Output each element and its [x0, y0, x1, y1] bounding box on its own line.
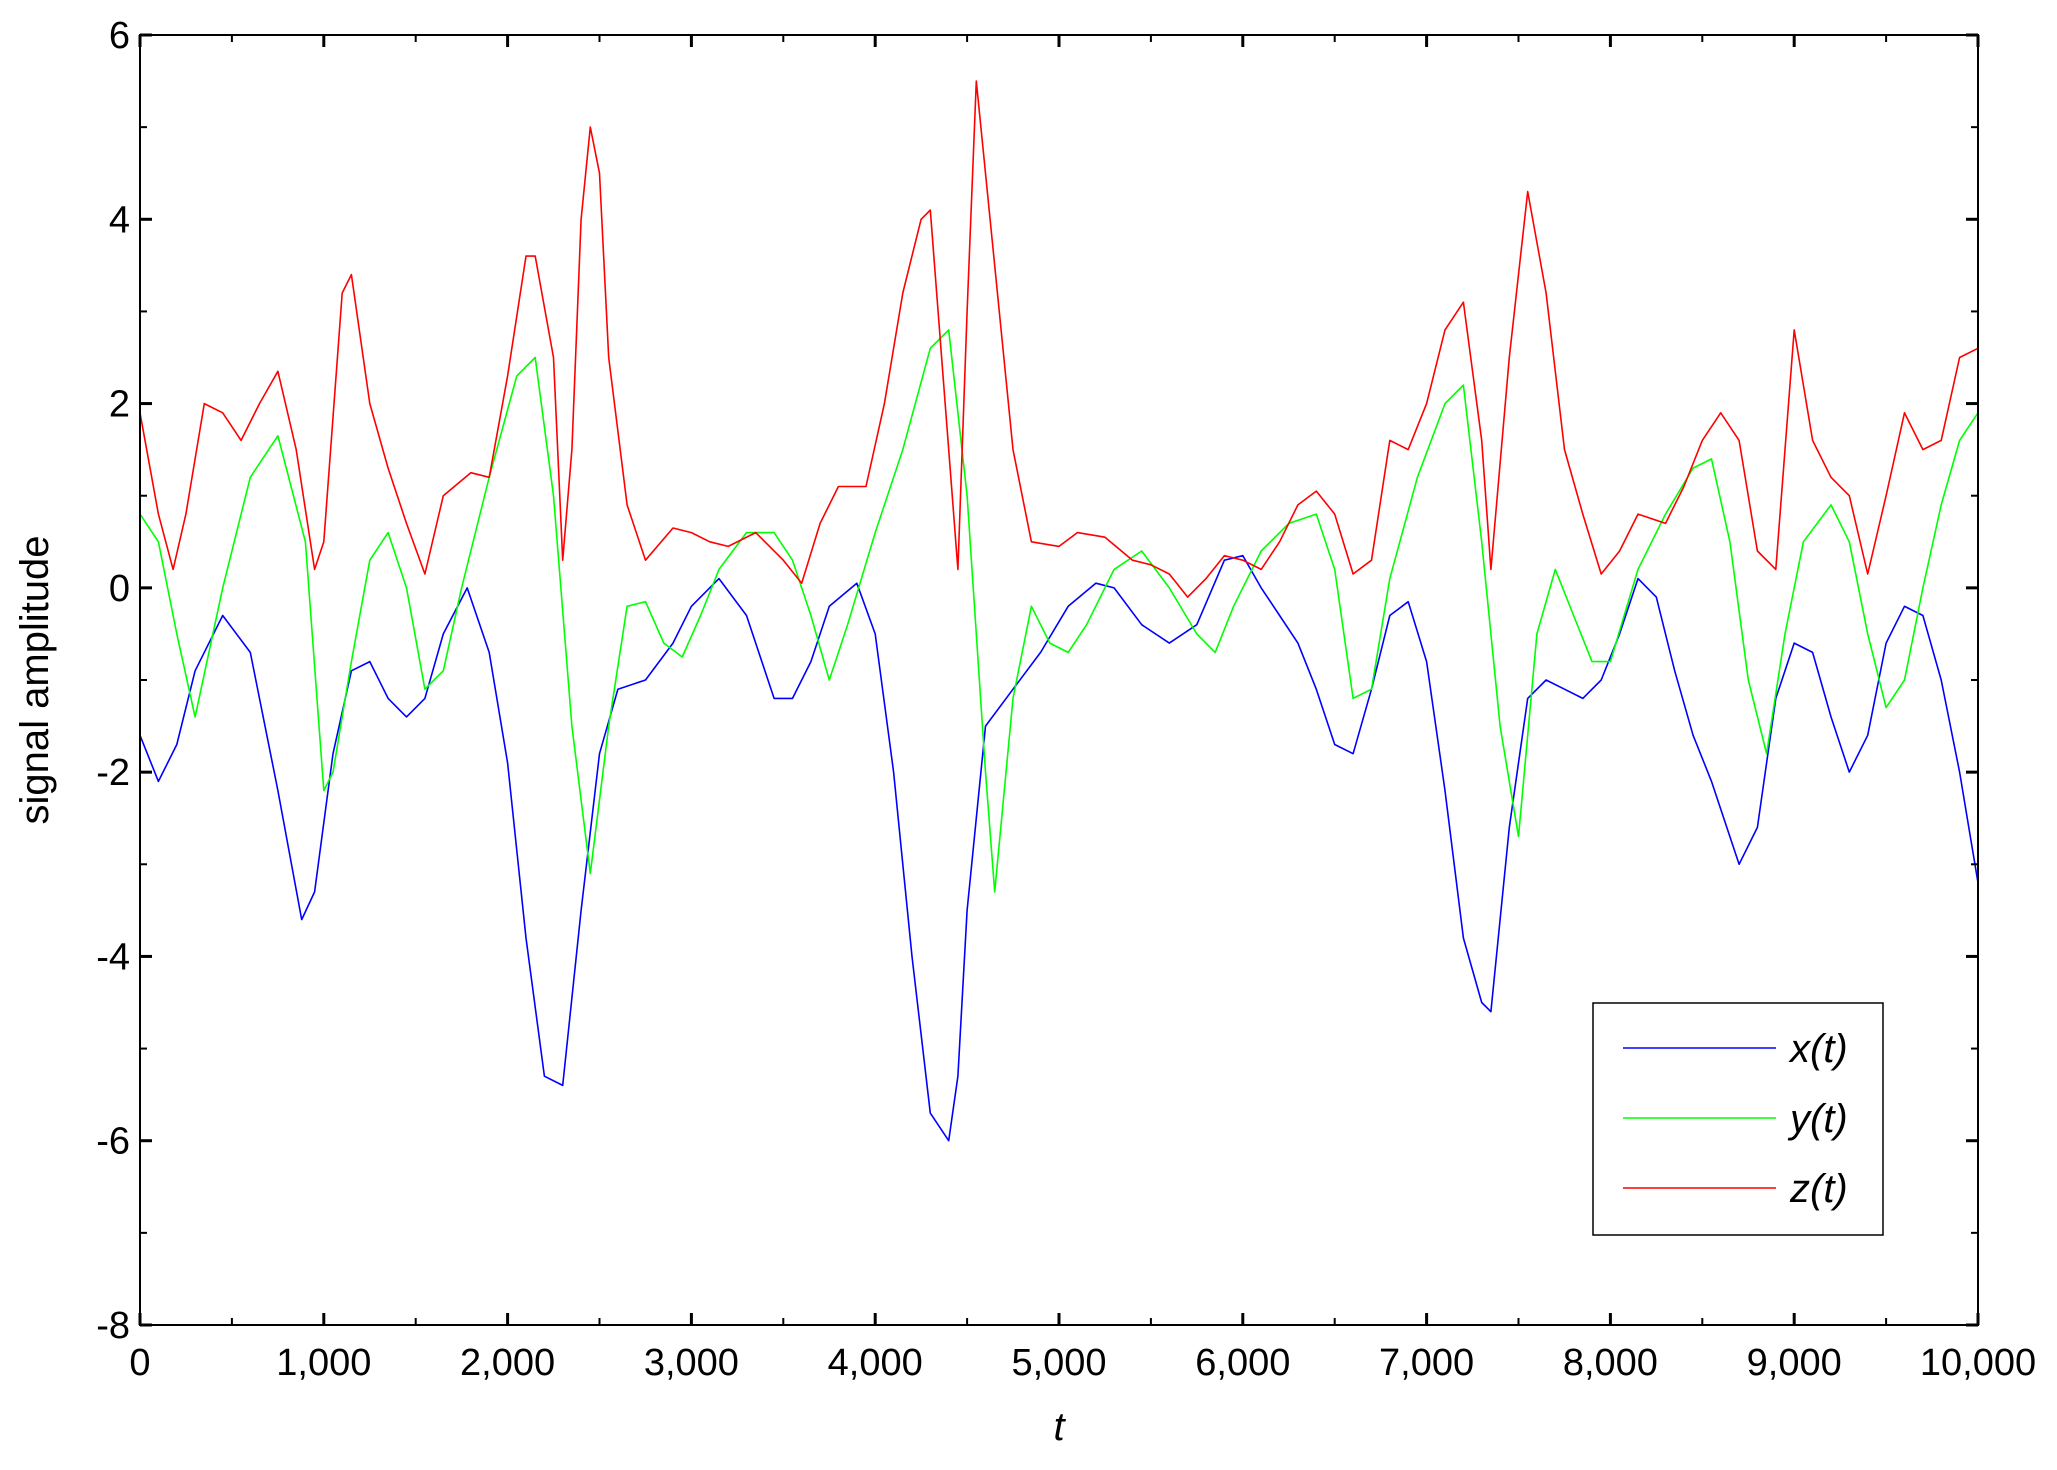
legend-label: z(t): [1789, 1167, 1848, 1211]
y-axis-title: signal amplitude: [13, 535, 57, 824]
x-tick-label: 6,000: [1195, 1342, 1290, 1384]
x-tick-label: 5,000: [1011, 1342, 1106, 1384]
y-tick-label: -4: [96, 936, 130, 978]
y-tick-label: -8: [96, 1305, 130, 1347]
x-tick-label: 9,000: [1747, 1342, 1842, 1384]
series-line: [139, 80, 1979, 598]
series-line: [139, 329, 1979, 893]
x-tick-label: 4,000: [828, 1342, 923, 1384]
legend-label: x(t): [1788, 1027, 1848, 1071]
legend-items: x(t) y(t) z(t): [1623, 1027, 1848, 1211]
x-tick-label: 7,000: [1379, 1342, 1474, 1384]
series-layer: [139, 80, 1979, 1142]
y-tick-label: 6: [109, 15, 130, 57]
y-tick-label: 0: [109, 568, 130, 610]
y-tick-label: -2: [96, 752, 130, 794]
y-tick-label: 2: [109, 384, 130, 426]
x-tick-label: 1,000: [276, 1342, 371, 1384]
y-tick-label: -6: [96, 1121, 130, 1163]
x-axis-title: t: [1053, 1405, 1066, 1449]
x-tick-label: 10,000: [1920, 1342, 2036, 1384]
x-tick-label: 8,000: [1563, 1342, 1658, 1384]
legend-label: y(t): [1787, 1097, 1848, 1141]
x-tick-label: 0: [129, 1342, 150, 1384]
series-line: [139, 554, 1979, 1142]
legend: x(t) y(t) z(t): [1592, 1002, 1884, 1236]
x-tick-label: 3,000: [644, 1342, 739, 1384]
legend-box: [1592, 1002, 1884, 1236]
tick-layer: 0 1,000 2,000 3,000 4,000 5,000 6,000 7,000 8,00…: [96, 15, 2036, 1384]
y-tick-label: 4: [109, 199, 130, 241]
x-tick-label: 2,000: [460, 1342, 555, 1384]
